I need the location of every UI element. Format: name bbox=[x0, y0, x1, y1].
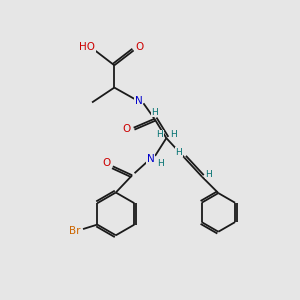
Text: H: H bbox=[156, 130, 163, 139]
Text: O: O bbox=[135, 43, 143, 52]
Text: H: H bbox=[170, 130, 177, 139]
Text: O: O bbox=[102, 158, 110, 168]
Text: HO: HO bbox=[79, 43, 95, 52]
Text: O: O bbox=[122, 124, 130, 134]
Text: Br: Br bbox=[69, 226, 81, 236]
Text: H: H bbox=[205, 170, 212, 179]
Text: H: H bbox=[158, 160, 164, 169]
Text: N: N bbox=[147, 154, 155, 164]
Text: H: H bbox=[151, 108, 158, 117]
Text: N: N bbox=[135, 96, 142, 106]
Text: H: H bbox=[176, 148, 182, 157]
